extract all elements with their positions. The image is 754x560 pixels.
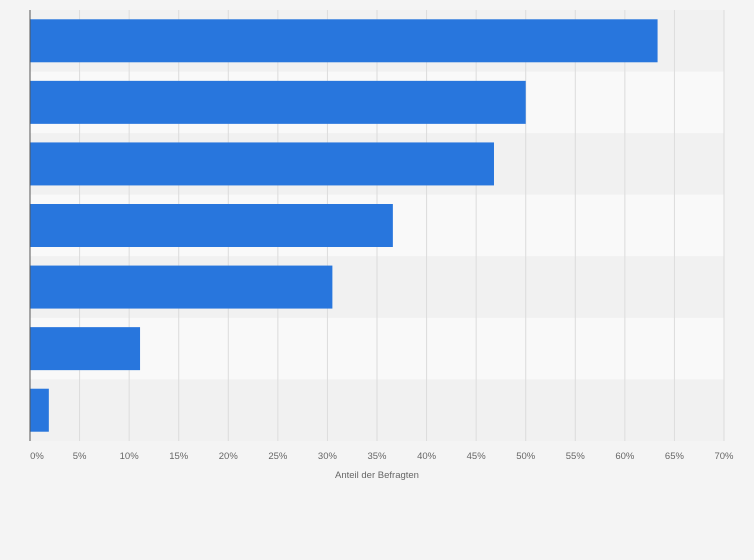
bar <box>30 327 141 371</box>
bar <box>30 19 658 63</box>
bars <box>30 19 658 432</box>
x-axis-tick-labels: 0% 5% 10% 15% 20% 25% 30% 35% 40% 45% 50% 55% 60% 65%… <box>30 451 734 462</box>
x-tick-label: 65% <box>665 451 685 462</box>
x-tick-label: 40% <box>417 451 437 462</box>
x-tick-label: 30% <box>318 451 338 462</box>
x-tick-label: 10% <box>120 451 140 462</box>
x-tick-label: 5% <box>73 451 87 462</box>
x-tick-label: 55% <box>566 451 586 462</box>
x-tick-label: 50% <box>516 451 536 462</box>
x-tick-label: 0% <box>30 451 44 462</box>
bar <box>30 204 393 247</box>
x-tick-label: 20% <box>219 451 239 462</box>
x-tick-label: 60% <box>615 451 635 462</box>
bar <box>30 388 49 432</box>
bar <box>30 80 526 124</box>
x-tick-label: 25% <box>268 451 288 462</box>
bar <box>30 265 333 309</box>
x-tick-label: 45% <box>467 451 487 462</box>
x-tick-label: 35% <box>367 451 387 462</box>
x-tick-label: 70% <box>714 451 734 462</box>
bar <box>30 142 494 186</box>
x-tick-label: 15% <box>169 451 189 462</box>
x-axis-title: Anteil der Befragten <box>335 470 419 481</box>
